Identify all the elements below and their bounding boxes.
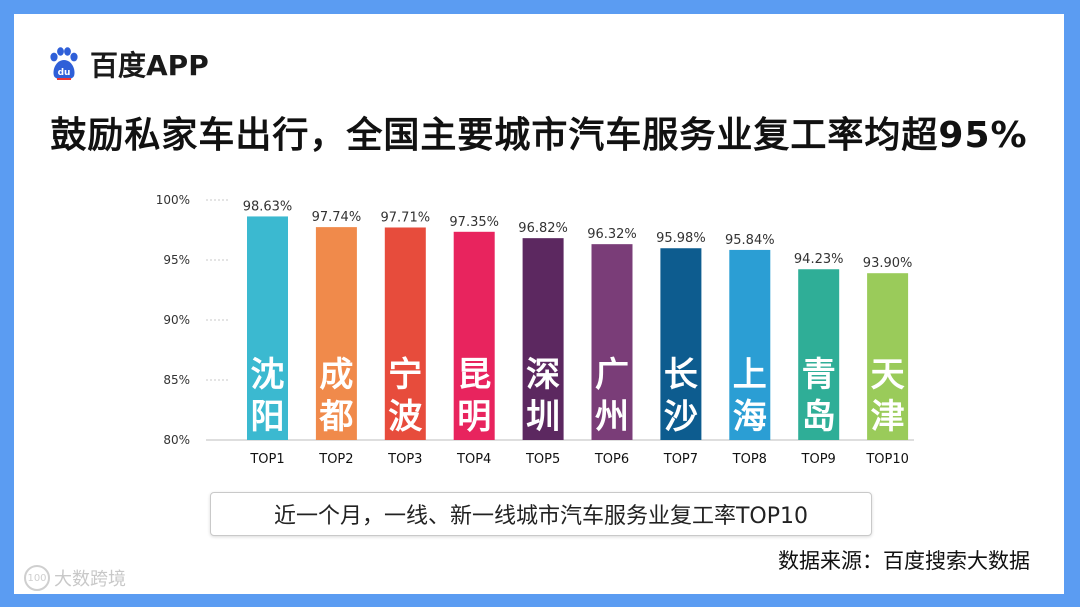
x-tick-label: TOP9: [801, 452, 836, 467]
bar-city-label: 上: [733, 355, 767, 395]
y-tick-label: 90%: [163, 313, 190, 327]
data-label: 98.63%: [243, 199, 293, 214]
x-tick-label: TOP5: [525, 452, 560, 467]
bar: [247, 216, 288, 440]
brand-logo: du 百度APP: [46, 44, 209, 84]
bar-city-label: 波: [388, 397, 422, 437]
bar-city-label: 宁: [388, 355, 422, 395]
bar: [384, 227, 426, 440]
bar-city-label: 沈: [251, 355, 285, 395]
bar-city-label: 海: [733, 397, 767, 437]
bar-city-label: 广: [595, 355, 629, 395]
bar: [591, 244, 633, 440]
bar: [522, 238, 564, 440]
page-title: 鼓励私家车出行，全国主要城市汽车服务业复工率均超95%: [50, 115, 1028, 156]
bar-city-label: 昆: [457, 355, 491, 395]
data-label: 93.90%: [863, 256, 913, 271]
chart-caption: 近一个月，一线、新一线城市汽车服务业复工率TOP10: [210, 492, 872, 536]
y-tick-label: 95%: [163, 253, 190, 267]
data-label: 95.84%: [725, 233, 775, 248]
bar: [660, 248, 702, 440]
x-tick-label: TOP6: [594, 452, 629, 467]
watermark-logo-icon: 100: [24, 565, 50, 591]
bar-chart: 80% 85% 90% 95% 100% 98.63% TOP1 沈阳 97.74% TOP2 成都…: [156, 193, 914, 467]
bar-city-label: 沙: [664, 397, 698, 437]
y-tick-label: 80%: [163, 433, 190, 447]
bar-city-label: 岛: [802, 397, 836, 437]
data-label: 96.32%: [587, 227, 637, 242]
bar-city-label: 明: [457, 397, 491, 437]
x-tick-label: TOP1: [249, 452, 284, 467]
data-source: 数据来源：百度搜索大数据: [778, 549, 1030, 573]
data-label: 94.23%: [794, 252, 844, 267]
x-tick-label: TOP7: [663, 452, 698, 467]
x-tick-label: TOP10: [865, 452, 909, 467]
bar-city-label: 青: [802, 355, 836, 395]
data-label: 96.82%: [518, 221, 568, 236]
bar-city-label: 长: [664, 355, 698, 395]
watermark-text: 大数跨境: [54, 569, 126, 590]
bar: [315, 227, 357, 440]
bar-city-label: 天: [871, 355, 905, 395]
brand-name: 百度APP: [90, 49, 209, 82]
data-label: 97.35%: [449, 215, 499, 230]
baidu-paw-icon: du: [50, 47, 78, 80]
y-tick-label: 100%: [156, 193, 190, 207]
bar-city-label: 圳: [526, 397, 560, 437]
data-label: 97.74%: [312, 210, 362, 225]
x-tick-label: TOP8: [732, 452, 767, 467]
watermark: 100 大数跨境: [24, 565, 126, 591]
bar-city-label: 成: [319, 355, 353, 395]
x-tick-label: TOP3: [387, 452, 422, 467]
chart-card: du 百度APP 鼓励私家车出行，全国主要城市汽车服务业复工率均超95% 80%…: [14, 14, 1064, 594]
x-tick-label: TOP4: [456, 452, 491, 467]
data-label: 95.98%: [656, 231, 706, 246]
data-label: 97.71%: [381, 210, 431, 225]
bar-city-label: 阳: [251, 397, 285, 437]
y-tick-label: 85%: [163, 373, 190, 387]
bar-city-label: 深: [526, 355, 560, 395]
bar-city-label: 州: [595, 397, 629, 437]
bar: [867, 273, 909, 440]
bar-city-label: 津: [871, 397, 905, 437]
bar: [798, 269, 840, 440]
bar: [453, 231, 495, 440]
x-tick-label: TOP2: [318, 452, 353, 467]
bar-city-label: 都: [318, 397, 353, 437]
bar: [729, 249, 771, 440]
svg-text:du: du: [58, 68, 71, 78]
